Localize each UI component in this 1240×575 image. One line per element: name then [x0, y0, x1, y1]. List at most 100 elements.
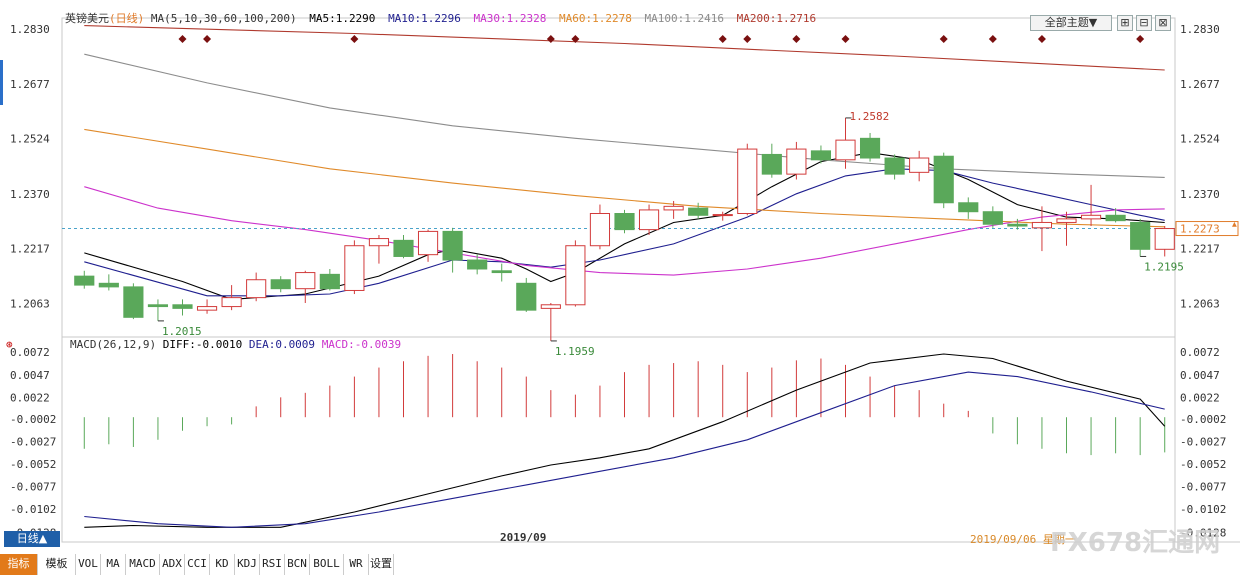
zoom-out-icon[interactable]: ⊟	[1136, 15, 1152, 31]
candle-body	[884, 157, 905, 175]
price-tick-right: 1.2524	[1180, 133, 1220, 146]
period-button[interactable]: 日线▲	[4, 531, 60, 547]
candle-body	[516, 282, 537, 311]
candle-body	[295, 272, 316, 290]
current-price-label: 1.2273	[1180, 223, 1220, 236]
candle-body	[712, 214, 733, 217]
candle-body	[1007, 223, 1028, 227]
candle-body	[982, 211, 1003, 225]
candle-body	[74, 275, 95, 286]
event-marker-icon	[1136, 35, 1145, 43]
macd-tick-right: 0.0047	[1180, 369, 1220, 382]
macd-tick-right: -0.0102	[1180, 503, 1226, 516]
candle-body	[123, 286, 144, 318]
candle-body	[491, 270, 512, 274]
macd-tick-right: -0.0027	[1180, 436, 1226, 449]
ma30-value: MA30:1.2328	[473, 12, 547, 25]
indicator-tabs: 指标 模板 VOL MA MACD ADX CCI KD KDJ RSI BCN BOLL WR 设置	[0, 548, 1240, 575]
zoom-in-icon[interactable]: ⊞	[1117, 15, 1133, 31]
candle-body	[467, 259, 488, 270]
tab-7[interactable]: KD	[210, 554, 235, 575]
macd-tick-left: 0.0022	[10, 391, 50, 404]
left-edge-marker	[0, 60, 3, 105]
tab-2[interactable]: VOL	[76, 554, 101, 575]
chart-header: 英镑美元(日线) MA(5,10,30,60,100,200) MA5:1.22…	[65, 10, 816, 26]
price-annotation: 1.2015	[162, 325, 202, 338]
candle-body	[1105, 214, 1126, 222]
candle-body	[589, 213, 611, 247]
current-price-box	[1175, 221, 1239, 237]
candle-body	[663, 205, 684, 211]
tab-11[interactable]: BOLL	[310, 554, 344, 575]
event-marker-icon	[841, 35, 850, 43]
candle-body	[246, 279, 267, 299]
tab-3[interactable]: MA	[101, 554, 126, 575]
candle-body	[393, 239, 414, 257]
candle-body	[196, 306, 218, 311]
price-pane-frame	[61, 17, 1176, 338]
price-tick-left: 1.2677	[10, 78, 50, 91]
ma-spec: MA(5,10,30,60,100,200)	[150, 12, 297, 25]
tab-1[interactable]: 模板	[38, 554, 76, 575]
price-tick-left: 1.2370	[10, 188, 50, 201]
event-marker-icon	[203, 35, 212, 43]
candle-body	[638, 209, 660, 231]
price-tick-right: 1.2217	[1180, 243, 1220, 256]
theme-button[interactable]: 全部主题▼	[1030, 15, 1112, 31]
ma60-value: MA60:1.2278	[559, 12, 632, 25]
candle-body	[614, 213, 635, 231]
event-marker-icon	[743, 35, 752, 43]
period-tag: (日线)	[109, 12, 145, 25]
price-annotation: 1.2582	[850, 110, 890, 123]
indicator-settings-icon[interactable]: ⊛	[6, 338, 13, 351]
tab-5[interactable]: ADX	[160, 554, 185, 575]
tab-4[interactable]: MACD	[126, 554, 160, 575]
price-tick-left: 1.2217	[10, 243, 50, 256]
event-marker-icon	[546, 35, 555, 43]
macd-spec: MACD(26,12,9)	[70, 338, 157, 351]
candle-body	[1056, 218, 1077, 223]
ma-line-ma30	[84, 186, 1165, 276]
price-tick-right: 1.2677	[1180, 78, 1220, 91]
tab-6[interactable]: CCI	[185, 554, 210, 575]
ma200-value: MA200:1.2716	[736, 12, 817, 25]
candle-body	[1154, 228, 1175, 250]
macd-tick-left: -0.0077	[10, 481, 56, 494]
tab-12[interactable]: WR	[344, 554, 369, 575]
macd-tick-left: -0.0052	[10, 458, 56, 471]
candle-body	[933, 155, 954, 204]
event-marker-icon	[1037, 35, 1046, 43]
macd-tick-right: 0.0022	[1180, 391, 1220, 404]
price-tick-right: 1.2063	[1180, 298, 1220, 311]
candle-body	[1080, 214, 1102, 220]
tab-13[interactable]: 设置	[369, 554, 394, 575]
event-marker-icon	[571, 35, 580, 43]
candle-body	[835, 139, 856, 161]
candle-body	[761, 153, 782, 175]
ma-line-ma10	[84, 168, 1165, 297]
event-marker-icon	[988, 35, 997, 43]
macd-dea-line	[84, 371, 1165, 528]
event-marker-icon	[350, 35, 359, 43]
candle-body	[270, 279, 291, 290]
watermark: FX678汇通网	[1050, 528, 1221, 558]
macd-tick-right: -0.0128	[1180, 527, 1226, 540]
candle-body	[368, 238, 390, 247]
tab-10[interactable]: BCN	[285, 554, 310, 575]
grid-icon[interactable]: ⊠	[1155, 15, 1171, 31]
tab-0[interactable]: 指标	[0, 554, 38, 575]
candle-body	[98, 282, 119, 288]
macd-diff: DIFF:-0.0010	[162, 338, 243, 351]
macd-tick-right: -0.0002	[1180, 413, 1226, 426]
ma5-value: MA5:1.2290	[309, 12, 376, 25]
ma10-value: MA10:1.2296	[388, 12, 461, 25]
ma-line-ma100	[84, 53, 1165, 178]
tab-9[interactable]: RSI	[260, 554, 285, 575]
date-label: 2019/09/06 星期一	[970, 533, 1076, 546]
tab-8[interactable]: KDJ	[235, 554, 260, 575]
macd-tick-left: 0.0072	[10, 346, 50, 359]
macd-diff-line	[84, 353, 1166, 528]
symbol-label: 英镑美元	[65, 12, 109, 25]
candle-body	[147, 304, 169, 308]
price-annotation: 1.1959	[555, 345, 595, 358]
